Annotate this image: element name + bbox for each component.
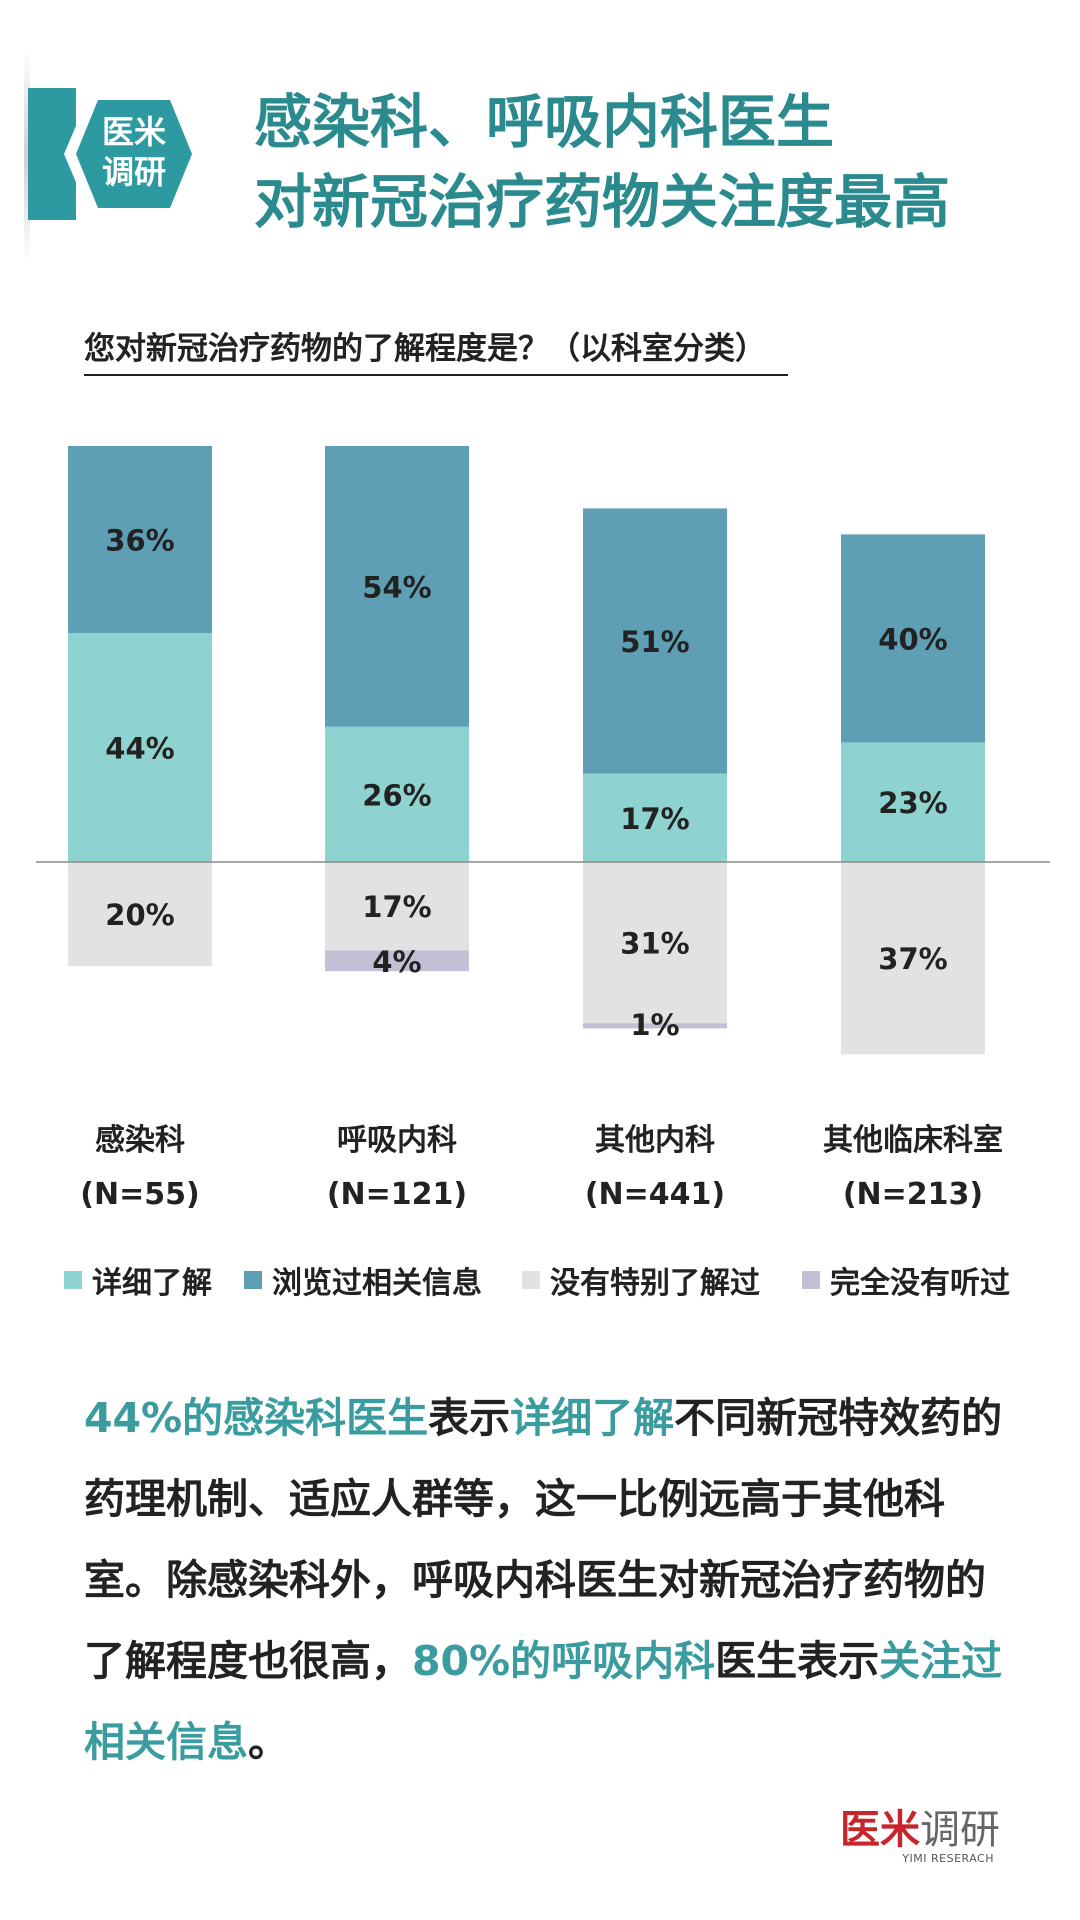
category-name: 感染科 <box>95 1123 185 1158</box>
data-label: 23% <box>878 786 947 820</box>
category-sample-size: (N=121) <box>326 1177 468 1212</box>
data-label: 17% <box>620 802 689 836</box>
body-text: 表示 <box>428 1394 511 1442</box>
data-label: 31% <box>620 927 689 961</box>
body-text: 。 <box>248 1718 289 1766</box>
bar-segment <box>583 862 727 1024</box>
legend-label: 没有特别了解过 <box>550 1266 760 1301</box>
bar-segment <box>583 508 727 774</box>
data-label: 51% <box>620 625 689 659</box>
category-name: 呼吸内科 <box>337 1123 457 1158</box>
category-name: 其他临床科室 <box>823 1123 1003 1158</box>
bar-segment <box>68 633 212 862</box>
data-label: 36% <box>105 524 174 558</box>
highlight-text: 详细了解 <box>510 1394 675 1442</box>
data-label: 37% <box>878 942 947 976</box>
legend-swatch <box>802 1271 820 1289</box>
highlight-text: 80%的呼吸内科 <box>412 1637 716 1685</box>
data-label: 1% <box>630 1008 679 1042</box>
legend-swatch <box>244 1271 262 1289</box>
data-label: 54% <box>362 570 431 604</box>
bar-segment <box>841 534 985 743</box>
logo-grey-text: 调研 <box>920 1807 1000 1853</box>
title-line-1: 感染科、呼吸内科医生 <box>254 88 835 156</box>
legend-item: 浏览过相关信息 <box>244 1258 482 1302</box>
data-label: 4% <box>372 945 421 979</box>
badge-line-2: 调研 <box>101 153 166 191</box>
stacked-bar-chart: 44% 36% 20% 26% 54% 17% 4% 17% 51% 31% 1% 23% 40% 37% <box>36 446 1050 1055</box>
legend-item: 没有特别了解过 <box>522 1258 760 1302</box>
bar-segment <box>325 950 469 972</box>
highlight-text: 关注过相关信息 <box>84 1637 1003 1766</box>
bar-segment <box>583 1023 727 1029</box>
summary-paragraph: 44%的感染科医生表示详细了解不同新冠特效药的药理机制、适应人群等，这一比例远高… <box>84 1378 1004 1783</box>
category-sample-size: (N=55) <box>80 1177 200 1212</box>
legend-label: 完全没有听过 <box>830 1266 1010 1301</box>
highlight-text: 44%的感染科医生 <box>84 1394 429 1442</box>
body-text: 不同新冠特效药的药理机制、适应人群等，这一比例远高于其他科室。除感染科外，呼吸内… <box>84 1394 1003 1685</box>
legend-item: 完全没有听过 <box>802 1258 1010 1302</box>
category-sample-size: (N=441) <box>584 1177 726 1212</box>
chart-legend: 详细了解 浏览过相关信息 没有特别了解过 完全没有听过 <box>64 1258 1064 1308</box>
legend-swatch <box>64 1271 82 1289</box>
body-text: 医生表示 <box>715 1637 880 1685</box>
legend-label: 浏览过相关信息 <box>272 1266 482 1301</box>
category-name: 其他内科 <box>595 1123 715 1158</box>
legend-swatch <box>522 1271 540 1289</box>
header-shadow <box>24 48 30 263</box>
logo-red-text: 医米 <box>840 1807 920 1853</box>
bar-segment <box>325 726 469 862</box>
data-label: 44% <box>105 732 174 766</box>
badge-text: 医米 调研 <box>62 112 206 192</box>
bar-segment <box>68 446 212 634</box>
data-label: 20% <box>105 898 174 932</box>
badge: 医米 调研 <box>62 86 206 222</box>
bar-segment <box>325 862 469 951</box>
category-label: 其他临床科室 (N=213) <box>793 1114 1033 1222</box>
page-title: 感染科、呼吸内科医生 对新冠治疗药物关注度最高 <box>254 82 1054 242</box>
bar-segment <box>841 742 985 862</box>
data-label: 26% <box>362 778 431 812</box>
badge-line-1: 医米 <box>101 113 166 151</box>
data-label: 40% <box>878 622 947 656</box>
logo-subtitle: YIMI RESERACH <box>902 1852 994 1865</box>
legend-label: 详细了解 <box>92 1266 212 1301</box>
title-line-2: 对新冠治疗药物关注度最高 <box>254 168 951 236</box>
chart-question: 您对新冠治疗药物的了解程度是？（以科室分类） <box>84 323 788 376</box>
category-label: 呼吸内科 (N=121) <box>277 1114 517 1222</box>
bar-segment <box>841 862 985 1055</box>
bar-segment <box>68 862 212 966</box>
category-label: 其他内科 (N=441) <box>535 1114 775 1222</box>
category-label: 感染科 (N=55) <box>20 1114 260 1222</box>
bar-segment <box>583 773 727 862</box>
bar-segment <box>325 446 469 727</box>
legend-item: 详细了解 <box>64 1258 212 1302</box>
footer-logo: 医米调研 YIMI RESERACH <box>840 1808 1000 1878</box>
category-sample-size: (N=213) <box>842 1177 984 1212</box>
data-label: 17% <box>362 890 431 924</box>
badge-hexagon-icon <box>64 88 204 220</box>
